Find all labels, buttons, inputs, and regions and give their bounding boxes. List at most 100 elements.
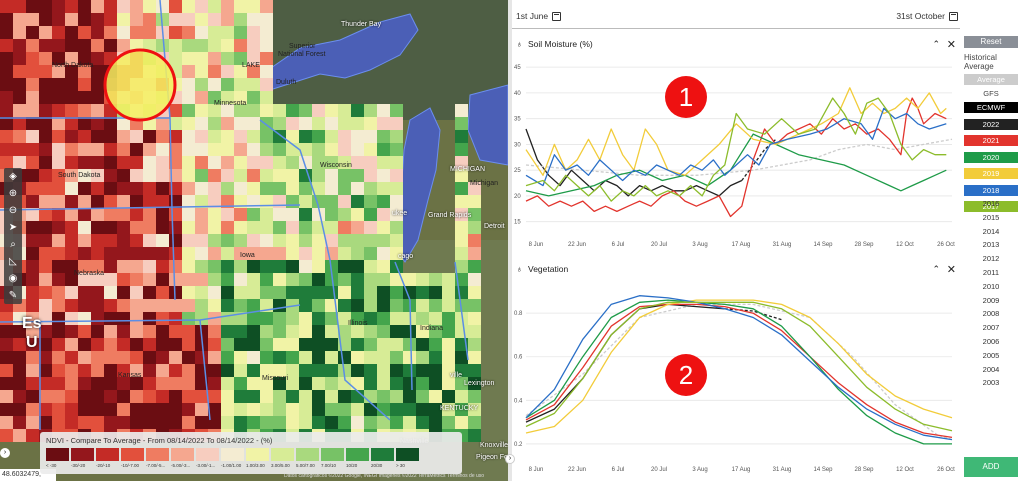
map-canvas[interactable] xyxy=(0,0,508,481)
ndvi-cell xyxy=(91,130,104,143)
ndvi-cell xyxy=(26,260,39,273)
ndvi-cell xyxy=(91,208,104,221)
ndvi-cell xyxy=(65,182,78,195)
layers-icon[interactable]: ◈ xyxy=(9,171,17,182)
ndvi-cell xyxy=(299,312,312,325)
ndvi-cell xyxy=(143,13,156,26)
ndvi-cell xyxy=(416,338,429,351)
ndvi-cell xyxy=(26,78,39,91)
ndvi-cell xyxy=(130,130,143,143)
ndvi-cell xyxy=(468,429,481,442)
ndvi-cell xyxy=(273,208,286,221)
panel-expand-button[interactable]: › xyxy=(505,454,515,464)
ndvi-cell xyxy=(65,195,78,208)
year-toggle[interactable]: 2018 xyxy=(964,184,1018,196)
calendar-icon[interactable] xyxy=(949,11,958,21)
year-toggle[interactable]: 2003 xyxy=(982,378,1000,388)
year-toggle[interactable]: 2014 xyxy=(982,226,1000,236)
ndvi-cell xyxy=(91,338,104,351)
year-toggle[interactable]: 2008 xyxy=(982,309,1000,319)
zoom-in-icon[interactable]: ⊕ xyxy=(8,188,18,199)
ndvi-cell xyxy=(143,338,156,351)
average-toggle[interactable]: Average xyxy=(964,74,1018,85)
ndvi-cell xyxy=(0,416,13,429)
ndvi-cell xyxy=(234,65,247,78)
close-icon[interactable]: ✕ xyxy=(946,263,956,276)
ndvi-cell xyxy=(416,286,429,299)
collapse-chevron-icon[interactable]: ⌃ xyxy=(932,263,940,274)
end-date[interactable]: 31st October xyxy=(896,11,958,21)
ndvi-cell xyxy=(0,0,13,13)
year-toggle[interactable]: 2020 xyxy=(964,151,1018,163)
series-line xyxy=(525,303,953,441)
ndvi-cell xyxy=(26,104,39,117)
ndvi-cell xyxy=(455,260,468,273)
ndvi-cell xyxy=(234,377,247,390)
ndvi-cell xyxy=(390,364,403,377)
map-view[interactable]: Thunder Bay Superior National Forest North … xyxy=(0,0,508,481)
ndvi-cell xyxy=(377,260,390,273)
measure-icon[interactable]: ◺ xyxy=(9,256,17,267)
ndvi-cell xyxy=(130,364,143,377)
year-toggle[interactable]: ECMWF xyxy=(964,102,1018,113)
legend-swatch: 1.00/3.00 xyxy=(246,448,269,468)
ndvi-cell xyxy=(312,403,325,416)
ndvi-cell xyxy=(104,338,117,351)
ndvi-cell xyxy=(65,247,78,260)
year-toggle[interactable]: 2019 xyxy=(964,168,1018,179)
year-toggle[interactable]: 2015 xyxy=(982,212,1000,222)
ndvi-cell xyxy=(195,260,208,273)
year-toggle[interactable]: 2022 xyxy=(964,118,1018,130)
ndvi-cell xyxy=(26,195,39,208)
ndvi-cell xyxy=(221,299,234,312)
year-toggle[interactable]: 2004 xyxy=(982,364,1000,374)
add-button[interactable]: ADD xyxy=(964,457,1018,477)
year-toggle[interactable]: 2012 xyxy=(982,254,1000,264)
panel-divider[interactable] xyxy=(508,0,512,481)
year-toggle[interactable]: 2005 xyxy=(982,350,1000,360)
ndvi-cell xyxy=(0,117,13,130)
reset-button[interactable]: Reset xyxy=(964,36,1018,48)
ndvi-cell xyxy=(117,117,130,130)
navigate-icon[interactable]: ➤ xyxy=(8,222,18,233)
ndvi-cell xyxy=(104,13,117,26)
draw-icon[interactable]: ✎ xyxy=(8,290,18,301)
year-toggle[interactable]: 2009 xyxy=(982,295,1000,305)
year-toggle[interactable]: 2007 xyxy=(982,323,1000,333)
location-icon[interactable]: ◉ xyxy=(8,273,18,284)
start-date[interactable]: 1st June xyxy=(516,11,562,21)
close-icon[interactable]: ✕ xyxy=(946,38,956,51)
year-toggle[interactable]: 2013 xyxy=(982,240,1000,250)
map-collapse-button[interactable]: › xyxy=(0,448,10,458)
zoom-out-icon[interactable]: ⊖ xyxy=(8,205,18,216)
ndvi-cell xyxy=(364,156,377,169)
year-toggle[interactable]: 2016 xyxy=(982,199,1000,208)
year-toggle[interactable]: 2011 xyxy=(982,268,1000,277)
ndvi-cell xyxy=(442,312,455,325)
ndvi-cell xyxy=(13,156,26,169)
ndvi-cell xyxy=(117,338,130,351)
calendar-icon[interactable] xyxy=(552,11,562,21)
year-toggle[interactable]: 2017 xyxy=(964,201,1018,212)
ndvi-cell xyxy=(234,52,247,65)
ndvi-cell xyxy=(377,156,390,169)
search-icon[interactable]: ⌕ xyxy=(10,239,16,250)
year-toggle[interactable]: 2021 xyxy=(964,135,1018,146)
ndvi-cell xyxy=(143,325,156,338)
legend-swatch: -7.00/-5... xyxy=(146,448,169,468)
ndvi-cell xyxy=(234,234,247,247)
ndvi-cell xyxy=(65,65,78,78)
ndvi-cell xyxy=(312,169,325,182)
ndvi-cell xyxy=(65,377,78,390)
year-toggle[interactable]: 2006 xyxy=(982,337,1000,346)
gfs-toggle[interactable]: GFS xyxy=(983,89,999,98)
ndvi-cell xyxy=(377,299,390,312)
ndvi-cell xyxy=(26,91,39,104)
ndvi-cell xyxy=(182,208,195,221)
ndvi-cell xyxy=(455,117,468,130)
ndvi-cell xyxy=(221,104,234,117)
year-toggle[interactable]: 2010 xyxy=(982,281,1000,291)
ndvi-cell xyxy=(52,104,65,117)
ndvi-cell xyxy=(39,26,52,39)
collapse-chevron-icon[interactable]: ⌃ xyxy=(932,38,940,49)
